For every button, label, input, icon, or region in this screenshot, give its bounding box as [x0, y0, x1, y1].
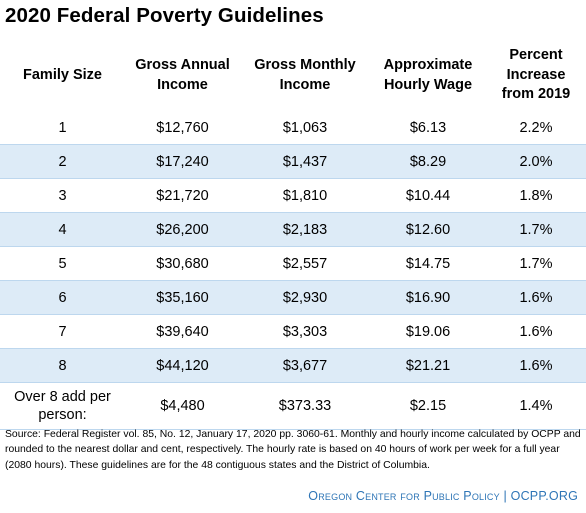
family-size-cell: 5 — [0, 246, 125, 281]
annual-income-cell: $44,120 — [125, 348, 240, 383]
table-row: 6 $35,160 $2,930 $16.90 1.6% — [0, 280, 586, 315]
percent-increase-cell: 2.2% — [519, 119, 553, 136]
footer-separator: | — [499, 489, 511, 503]
monthly-income-cell: $2,557 — [240, 246, 370, 281]
table-row: 1 $12,760 $1,063 $6.13 2.2% — [0, 111, 586, 145]
header-gross-annual-income: Gross Annual Income — [125, 40, 240, 111]
hourly-wage-cell: $2.15 — [370, 382, 486, 430]
header-label: Percent Increase from 2019 — [501, 47, 571, 103]
percent-increase-cell: 1.7% — [486, 212, 586, 247]
hourly-wage-cell: $16.90 — [370, 280, 486, 315]
family-size-cell: 7 — [0, 314, 125, 349]
footer-credit: Oregon Center for Public Policy | OCPP.O… — [308, 489, 578, 503]
annual-income-cell: $17,240 — [125, 144, 240, 179]
monthly-income-cell: $3,303 — [240, 314, 370, 349]
family-size-cell: 6 — [0, 280, 125, 315]
hourly-wage-cell: $14.75 — [370, 246, 486, 281]
monthly-income-cell: $1,437 — [240, 144, 370, 179]
table-row: 4 $26,200 $2,183 $12.60 1.7% — [0, 212, 586, 247]
footer-site-link[interactable]: OCPP.ORG — [510, 489, 578, 503]
percent-increase-cell: 2.0% — [486, 144, 586, 179]
over-8-label: Over 8 add per person: — [14, 389, 111, 423]
hourly-wage-cell: $8.29 — [370, 144, 486, 179]
poverty-guidelines-table: Family Size Gross Annual Income Gross Mo… — [0, 40, 586, 430]
hourly-wage-cell: $10.44 — [370, 178, 486, 213]
header-label: Family Size — [23, 66, 102, 83]
monthly-income-cell: $373.33 — [240, 382, 370, 430]
hourly-wage-cell: $6.13 — [409, 119, 447, 136]
annual-income-cell: $12,760 — [156, 119, 209, 136]
annual-income-cell: $35,160 — [125, 280, 240, 315]
family-size-cell: 4 — [0, 212, 125, 247]
monthly-income-cell: $3,677 — [240, 348, 370, 383]
family-size-cell: 2 — [0, 144, 125, 179]
header-approximate-hourly-wage: Approximate Hourly Wage — [370, 40, 486, 111]
percent-increase-cell: 1.4% — [486, 382, 586, 430]
family-size-cell: 1 — [58, 119, 67, 136]
header-label: Gross Monthly Income — [254, 57, 356, 93]
header-gross-monthly-income: Gross Monthly Income — [240, 40, 370, 111]
header-percent-increase: Percent Increase from 2019 — [486, 40, 586, 111]
annual-income-cell: $21,720 — [125, 178, 240, 213]
table-row: 3 $21,720 $1,810 $10.44 1.8% — [0, 178, 586, 213]
percent-increase-cell: 1.6% — [486, 348, 586, 383]
family-size-cell: 3 — [0, 178, 125, 213]
header-label: Approximate Hourly Wage — [383, 57, 473, 93]
header-row: Family Size Gross Annual Income Gross Mo… — [0, 40, 586, 111]
page-title: 2020 Federal Poverty Guidelines — [5, 4, 324, 27]
monthly-income-cell: $2,930 — [240, 280, 370, 315]
percent-increase-cell: 1.6% — [486, 280, 586, 315]
footer-org: Oregon Center for Public Policy — [308, 489, 500, 503]
percent-increase-cell: 1.8% — [486, 178, 586, 213]
monthly-income-cell: $1,063 — [282, 119, 328, 136]
percent-increase-cell: 1.6% — [486, 314, 586, 349]
annual-income-cell: $30,680 — [125, 246, 240, 281]
source-note: Source: Federal Register vol. 85, No. 12… — [5, 429, 581, 471]
family-size-cell: 8 — [0, 348, 125, 383]
percent-increase-cell: 1.7% — [486, 246, 586, 281]
annual-income-cell: $39,640 — [125, 314, 240, 349]
monthly-income-cell: $2,183 — [240, 212, 370, 247]
hourly-wage-cell: $21.21 — [370, 348, 486, 383]
header-family-size: Family Size — [0, 40, 125, 111]
hourly-wage-cell: $12.60 — [370, 212, 486, 247]
family-size-cell: Over 8 add per person: — [0, 382, 125, 430]
annual-income-cell: $26,200 — [125, 212, 240, 247]
monthly-income-cell: $1,810 — [240, 178, 370, 213]
header-label: Gross Annual Income — [135, 57, 230, 93]
table-row: 8 $44,120 $3,677 $21.21 1.6% — [0, 348, 586, 383]
table-row: 7 $39,640 $3,303 $19.06 1.6% — [0, 314, 586, 349]
table-row: Over 8 add per person: $4,480 $373.33 $2… — [0, 382, 586, 430]
table-row: 5 $30,680 $2,557 $14.75 1.7% — [0, 246, 586, 281]
hourly-wage-cell: $19.06 — [370, 314, 486, 349]
annual-income-cell: $4,480 — [125, 382, 240, 430]
table-row: 2 $17,240 $1,437 $8.29 2.0% — [0, 144, 586, 179]
